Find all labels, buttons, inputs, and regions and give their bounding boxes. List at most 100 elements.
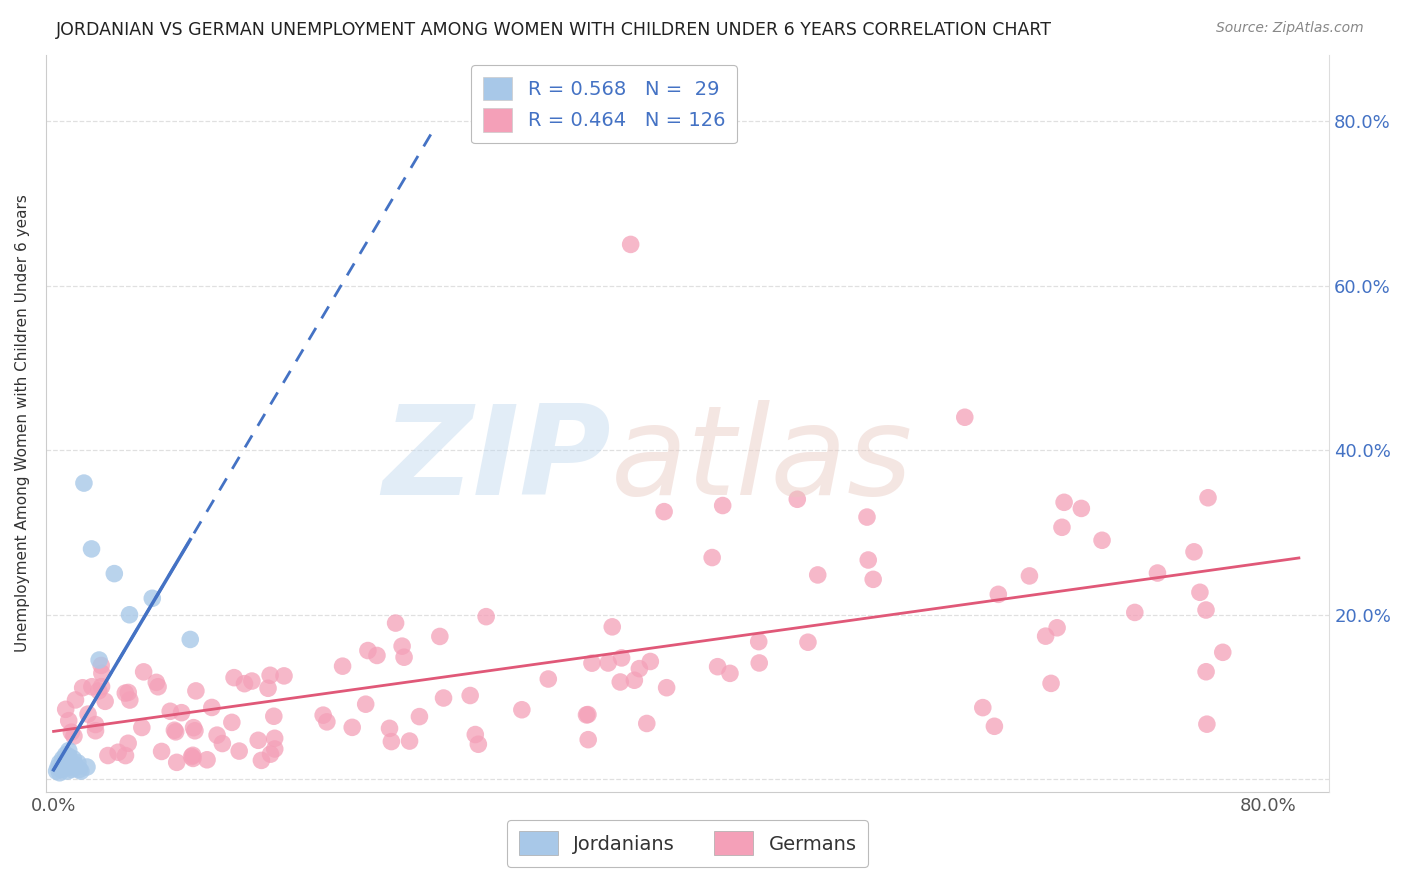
Point <box>263 731 285 746</box>
Point <box>89 653 111 667</box>
Point <box>575 707 598 722</box>
Point <box>107 745 129 759</box>
Point <box>63 757 86 772</box>
Point <box>537 672 560 686</box>
Point <box>56 764 79 778</box>
Y-axis label: Unemployment Among Women with Children Under 6 years: Unemployment Among Women with Children U… <box>15 194 30 652</box>
Point <box>1046 621 1069 635</box>
Point <box>118 607 141 622</box>
Point <box>748 634 770 648</box>
Point <box>1212 645 1234 659</box>
Point <box>432 691 454 706</box>
Point <box>312 708 335 723</box>
Point <box>52 757 75 772</box>
Point <box>640 655 662 669</box>
Point <box>392 650 415 665</box>
Point <box>49 763 72 777</box>
Point <box>706 659 728 673</box>
Point <box>987 587 1010 601</box>
Point <box>458 689 481 703</box>
Point <box>76 760 98 774</box>
Point <box>80 541 103 556</box>
Point <box>510 703 533 717</box>
Point <box>357 643 380 657</box>
Point <box>576 732 599 747</box>
Point <box>1197 491 1219 505</box>
Point <box>354 697 377 711</box>
Text: JORDANIAN VS GERMAN UNEMPLOYMENT AMONG WOMEN WITH CHILDREN UNDER 6 YEARS CORRELA: JORDANIAN VS GERMAN UNEMPLOYMENT AMONG W… <box>56 21 1052 38</box>
Point <box>233 676 256 690</box>
Point <box>205 728 228 742</box>
Point <box>263 742 285 756</box>
Point <box>181 751 204 765</box>
Point <box>576 707 599 722</box>
Point <box>408 709 430 723</box>
Point <box>46 760 69 774</box>
Point <box>63 729 86 743</box>
Point <box>259 668 281 682</box>
Point <box>228 744 250 758</box>
Point <box>222 671 245 685</box>
Point <box>1146 566 1168 580</box>
Point <box>87 683 110 698</box>
Point <box>250 753 273 767</box>
Point <box>807 568 830 582</box>
Point <box>636 716 658 731</box>
Point <box>159 704 181 718</box>
Point <box>184 684 207 698</box>
Point <box>1195 665 1218 679</box>
Point <box>65 693 87 707</box>
Point <box>429 630 451 644</box>
Point <box>211 737 233 751</box>
Point <box>610 651 633 665</box>
Point <box>257 681 280 696</box>
Point <box>1070 501 1092 516</box>
Point <box>475 609 498 624</box>
Point <box>1182 545 1205 559</box>
Point <box>628 662 651 676</box>
Point <box>60 763 83 777</box>
Point <box>55 747 77 762</box>
Point <box>52 752 75 766</box>
Point <box>240 674 263 689</box>
Point <box>718 666 741 681</box>
Point <box>983 719 1005 733</box>
Point <box>1050 520 1073 534</box>
Point <box>84 723 107 738</box>
Point <box>1053 495 1076 509</box>
Point <box>170 706 193 720</box>
Point <box>598 656 620 670</box>
Point <box>73 476 96 491</box>
Point <box>201 700 224 714</box>
Point <box>97 748 120 763</box>
Point <box>48 756 70 770</box>
Point <box>145 675 167 690</box>
Point <box>623 673 645 688</box>
Point <box>384 616 406 631</box>
Point <box>1035 629 1057 643</box>
Point <box>67 763 90 777</box>
Point <box>953 410 976 425</box>
Point <box>184 723 207 738</box>
Point <box>117 736 139 750</box>
Point <box>180 749 202 764</box>
Point <box>80 680 103 694</box>
Point <box>702 550 724 565</box>
Point <box>58 749 80 764</box>
Text: ZIP: ZIP <box>382 400 610 521</box>
Point <box>48 765 70 780</box>
Point <box>72 681 94 695</box>
Point <box>797 635 820 649</box>
Text: Source: ZipAtlas.com: Source: ZipAtlas.com <box>1216 21 1364 35</box>
Point <box>263 709 285 723</box>
Point <box>165 724 187 739</box>
Point <box>146 680 169 694</box>
Point <box>1018 569 1040 583</box>
Point <box>856 510 879 524</box>
Point <box>467 737 489 751</box>
Point <box>181 748 204 763</box>
Text: atlas: atlas <box>610 400 912 521</box>
Point <box>332 659 354 673</box>
Point <box>114 748 136 763</box>
Point <box>366 648 388 663</box>
